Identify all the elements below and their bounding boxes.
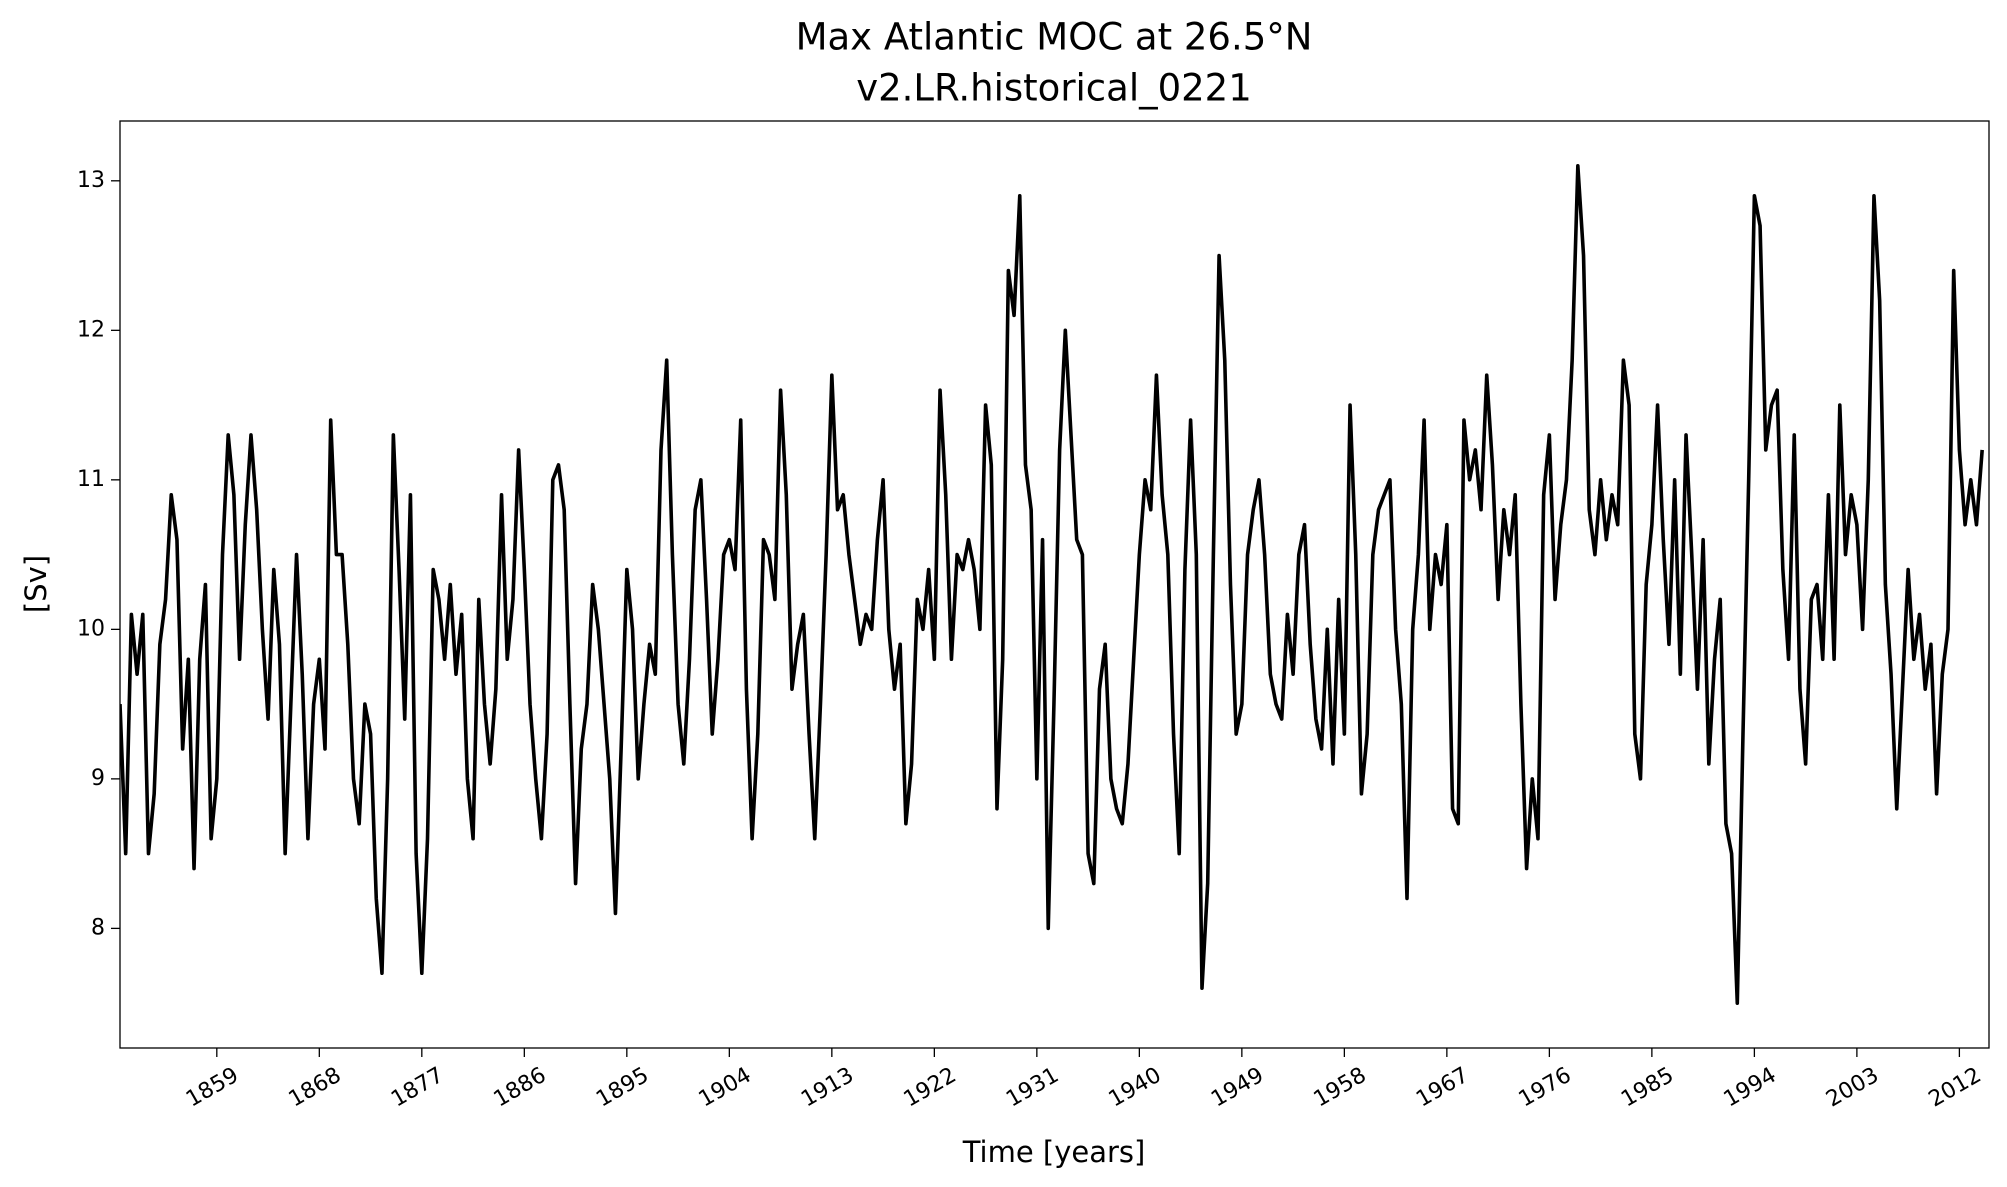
x-axis-label: Time [years] [962, 1135, 1146, 1169]
x-tick-label: 1967 [1412, 1063, 1473, 1113]
y-tick-label: 9 [91, 766, 105, 791]
x-tick-label: 1949 [1207, 1063, 1268, 1113]
x-tick-label: 1904 [695, 1063, 756, 1113]
x-tick-label: 1877 [387, 1063, 448, 1113]
x-tick-label: 1895 [592, 1063, 653, 1113]
plot-frame [119, 120, 1990, 1049]
y-tick-label: 13 [77, 168, 105, 193]
chart-title: Max Atlantic MOC at 26.5°N [796, 16, 1313, 59]
x-tick-label: 1994 [1720, 1063, 1781, 1113]
x-tick-label: 1922 [900, 1063, 961, 1113]
x-tick-label: 1886 [490, 1063, 551, 1113]
x-tick-label: 1976 [1515, 1063, 1576, 1113]
y-tick-label: 8 [91, 915, 105, 940]
y-tick-label: 11 [77, 467, 105, 492]
x-tick-label: 1859 [182, 1063, 243, 1113]
x-tick-label: 1913 [797, 1063, 858, 1113]
x-tick-label: 1931 [1002, 1063, 1063, 1113]
x-tick-label: 1958 [1310, 1063, 1371, 1113]
chart-subtitle: v2.LR.historical_0221 [856, 67, 1252, 110]
x-tick-label: 1868 [285, 1063, 346, 1113]
x-tick-label: 1940 [1105, 1063, 1166, 1113]
x-tick-label: 2003 [1822, 1063, 1883, 1113]
y-axis-label: [Sv] [19, 555, 53, 613]
y-tick-label: 10 [77, 616, 105, 641]
y-tick-label: 12 [77, 317, 105, 342]
x-tick-label: 1985 [1617, 1063, 1678, 1113]
x-tick-label: 2012 [1925, 1063, 1986, 1113]
line [120, 164, 1984, 1005]
